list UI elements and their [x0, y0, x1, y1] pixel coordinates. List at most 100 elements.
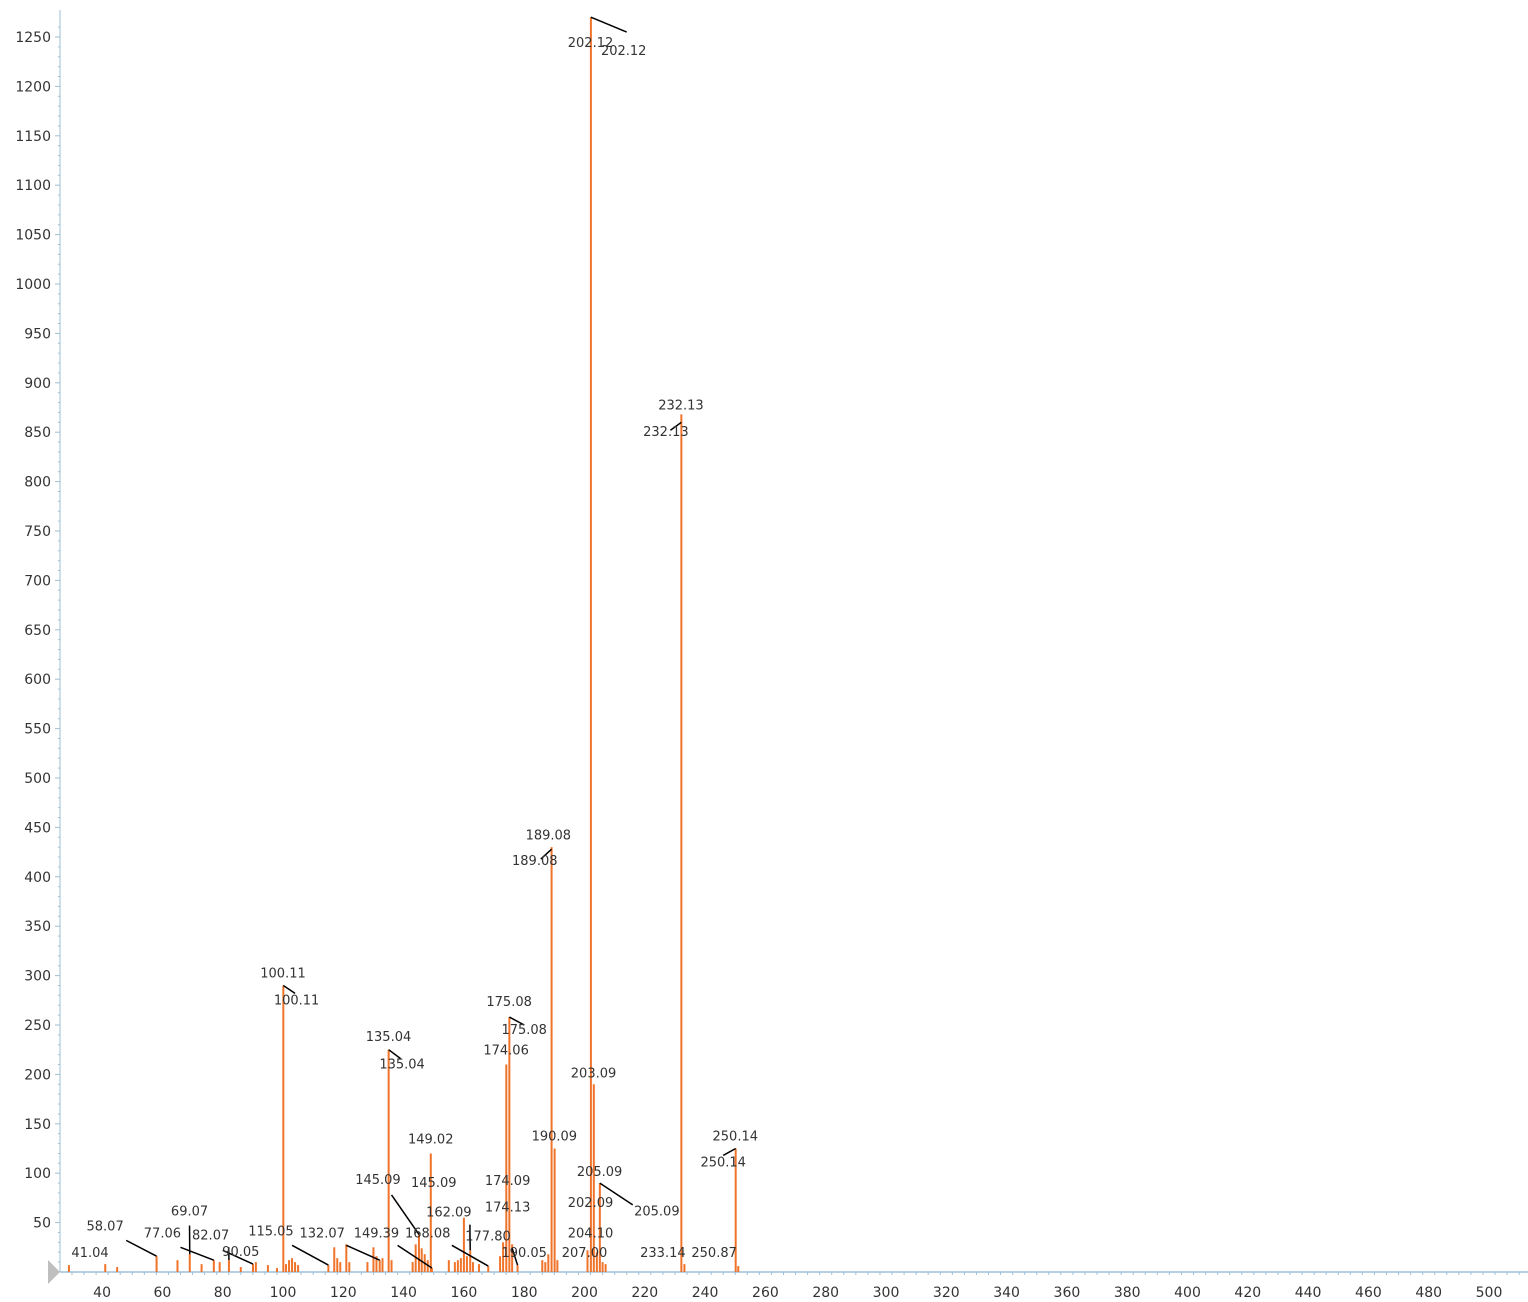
- x-tick-label: 340: [993, 1285, 1020, 1301]
- peak-label: 168.08: [405, 1226, 451, 1241]
- peak-label: 100.11: [274, 993, 320, 1008]
- peak-label: 189.08: [512, 854, 558, 869]
- peak-label: 135.04: [379, 1057, 425, 1072]
- peak-label: 250.87: [691, 1246, 737, 1261]
- x-tick-label: 260: [752, 1285, 779, 1301]
- label-leader-line: [599, 1182, 634, 1206]
- x-tick-label: 40: [93, 1285, 111, 1301]
- peak-label: 100.11: [260, 967, 306, 982]
- peak-label: 205.09: [634, 1205, 680, 1220]
- y-tick-label: 650: [24, 623, 51, 639]
- x-axis-origin-marker: [48, 1260, 60, 1284]
- x-tick-label: 460: [1355, 1285, 1382, 1301]
- peak-label: 202.12: [601, 44, 647, 59]
- y-tick-label: 950: [24, 326, 51, 342]
- x-tick-label: 60: [153, 1285, 171, 1301]
- x-tick-label: 220: [631, 1285, 658, 1301]
- x-tick-label: 120: [330, 1285, 357, 1301]
- label-leader-line: [722, 1147, 737, 1157]
- peak-label: 77.06: [144, 1226, 181, 1241]
- x-tick-label: 100: [270, 1285, 297, 1301]
- label-leader-line: [388, 1049, 402, 1060]
- label-leader-line: [291, 1244, 329, 1266]
- label-leader-line: [346, 1244, 380, 1261]
- label-leader-line: [590, 16, 627, 33]
- peak-label: 115.05: [248, 1224, 294, 1239]
- peak-label: 145.09: [411, 1176, 457, 1191]
- y-tick-label: 300: [24, 969, 51, 985]
- x-tick-label: 480: [1415, 1285, 1442, 1301]
- label-leader-line: [282, 984, 296, 995]
- peak-label: 202.09: [568, 1196, 614, 1211]
- label-leader-line: [180, 1246, 215, 1261]
- peak-label: 90.05: [222, 1245, 259, 1260]
- y-tick-label: 900: [24, 376, 51, 392]
- y-tick-label: 800: [24, 475, 51, 491]
- x-tick-label: 200: [571, 1285, 598, 1301]
- x-tick-label: 400: [1174, 1285, 1201, 1301]
- y-tick-label: 400: [24, 870, 51, 886]
- y-axis: 50 100 150 200 250 300 350 400 450 500 550 600 650 70…: [15, 10, 61, 1272]
- label-leader-line: [540, 848, 553, 860]
- x-tick-label: 180: [511, 1285, 538, 1301]
- peak-label: 207.00: [562, 1246, 608, 1261]
- label-leader-line: [451, 1244, 489, 1267]
- x-tick-label: 160: [451, 1285, 478, 1301]
- peak-bars: [67, 17, 740, 1272]
- x-tick-label: 380: [1114, 1285, 1141, 1301]
- peak-label: 189.08: [526, 828, 572, 843]
- peak-label: 145.09: [355, 1173, 401, 1188]
- peak-label: 203.09: [571, 1066, 617, 1081]
- label-leader-lines: [125, 16, 737, 1269]
- peak-label: 174.09: [485, 1174, 531, 1189]
- peak-label: 162.09: [426, 1206, 472, 1221]
- x-tick-label: 500: [1476, 1285, 1503, 1301]
- y-tick-label: 500: [24, 771, 51, 787]
- peak-label: 41.04: [71, 1246, 108, 1261]
- label-leader-line: [390, 1194, 420, 1235]
- peak-label: 232.13: [643, 425, 689, 440]
- y-tick-label: 200: [24, 1067, 51, 1083]
- peak-label: 204.10: [568, 1226, 614, 1241]
- label-leader-line: [397, 1244, 433, 1269]
- x-tick-label: 140: [390, 1285, 417, 1301]
- peak-label: 149.02: [408, 1133, 454, 1148]
- peak-label: 202.12: [568, 36, 614, 51]
- y-tick-label: 700: [24, 573, 51, 589]
- x-tick-label: 280: [812, 1285, 839, 1301]
- x-tick-label: 300: [873, 1285, 900, 1301]
- y-tick-label: 50: [33, 1216, 51, 1232]
- peak-label: 190.05: [501, 1246, 547, 1261]
- y-tick-label: 1100: [15, 178, 51, 194]
- y-tick-label: 750: [24, 524, 51, 540]
- label-leader-line: [222, 1249, 254, 1265]
- y-tick-label: 1250: [15, 30, 51, 46]
- x-tick-label: 420: [1234, 1285, 1261, 1301]
- y-tick-label: 1050: [15, 228, 51, 244]
- peak-label: 190.09: [532, 1130, 578, 1145]
- label-leader-line: [669, 421, 682, 431]
- label-leader-line: [511, 1248, 519, 1266]
- label-leader-line: [125, 1239, 157, 1257]
- y-tick-label: 600: [24, 672, 51, 688]
- x-tick-label: 360: [1054, 1285, 1081, 1301]
- y-tick-label: 100: [24, 1166, 51, 1182]
- y-tick-label: 550: [24, 722, 51, 738]
- peak-label: 205.09: [577, 1165, 623, 1180]
- peak-label: 58.07: [87, 1220, 124, 1235]
- peak-label: 174.06: [483, 1044, 529, 1059]
- label-leader-line: [509, 1016, 525, 1026]
- peak-label: 175.08: [501, 1023, 547, 1038]
- peak-label: 232.13: [658, 398, 704, 413]
- peak-label: 233.14: [640, 1246, 686, 1261]
- peak-label: 175.08: [486, 995, 532, 1010]
- x-tick-label: 80: [214, 1285, 232, 1301]
- peak-label: 250.14: [700, 1155, 746, 1170]
- peak-label: 174.13: [485, 1201, 531, 1216]
- x-tick-label: 440: [1295, 1285, 1322, 1301]
- peak-label: 250.14: [713, 1130, 759, 1145]
- y-tick-label: 450: [24, 820, 51, 836]
- peak-label: 149.39: [354, 1226, 400, 1241]
